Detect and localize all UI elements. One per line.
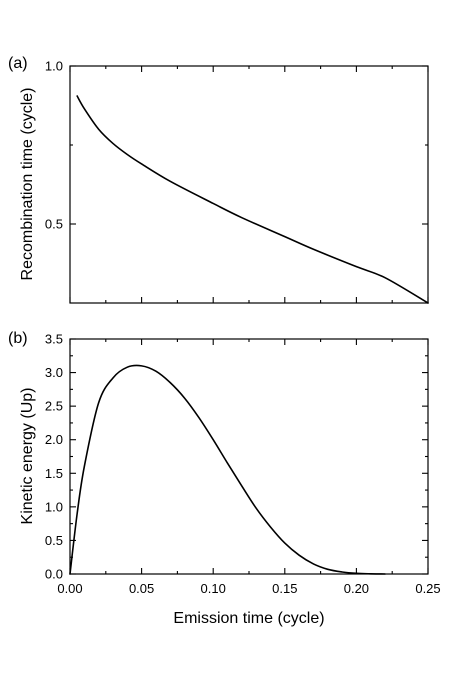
panel-b-frame — [69, 338, 429, 575]
panel-b-x-tick-label: 0.20 — [344, 581, 369, 596]
panel-b-series-line — [69, 364, 386, 575]
panel-a-y-tick-label: 0.5 — [45, 217, 63, 232]
panel-b-y-tick-label: 2.5 — [45, 399, 63, 414]
panel-a-recombination-time: (a) 0.5 1.0 Recombination time (cycle) — [8, 55, 429, 304]
panel-b-y-tick-label: 0.0 — [45, 567, 63, 582]
panel-a-series-line — [76, 95, 429, 304]
panel-b-y-tick-label: 3.5 — [45, 332, 63, 347]
panel-b-y-tick-label: 1.0 — [45, 499, 63, 514]
panel-a-frame — [69, 65, 429, 304]
panel-b-x-tick-label: 0.00 — [57, 581, 82, 596]
panel-b-x-tick-label: 0.05 — [129, 581, 154, 596]
panel-a-ticks — [69, 65, 429, 303]
panel-b-x-axis-title: Emission time (cycle) — [173, 610, 324, 627]
panel-b-kinetic-energy: (b) 0.00 0.05 0.10 0.15 0.20 0.25 0.0 0.5 1.0 1.5… — [8, 330, 441, 627]
panel-a-y-axis-title: Recombination time (cycle) — [19, 88, 36, 281]
panel-b-y-axis-title: Kinetic energy (Up) — [19, 388, 36, 525]
panel-b-x-tick-label: 0.15 — [272, 581, 297, 596]
panel-b-y-tick-label: 2.0 — [45, 432, 63, 447]
panel-a-y-tick-label: 1.0 — [45, 59, 63, 74]
panel-b-y-tick-label: 1.5 — [45, 466, 63, 481]
panel-b-y-tick-label: 0.5 — [45, 533, 63, 548]
panel-b-y-tick-label: 3.0 — [45, 365, 63, 380]
panel-b-ticks — [69, 338, 429, 575]
panel-a-label: (a) — [8, 55, 28, 72]
panel-b-tick-labels: 0.00 0.05 0.10 0.15 0.20 0.25 0.0 0.5 1.0 1.5 2.0 2… — [45, 332, 441, 597]
panel-a-tick-labels: 0.5 1.0 — [45, 59, 63, 232]
panel-b-x-tick-label: 0.25 — [415, 581, 440, 596]
panel-b-x-tick-label: 0.10 — [201, 581, 226, 596]
panel-b-label: (b) — [8, 330, 28, 347]
